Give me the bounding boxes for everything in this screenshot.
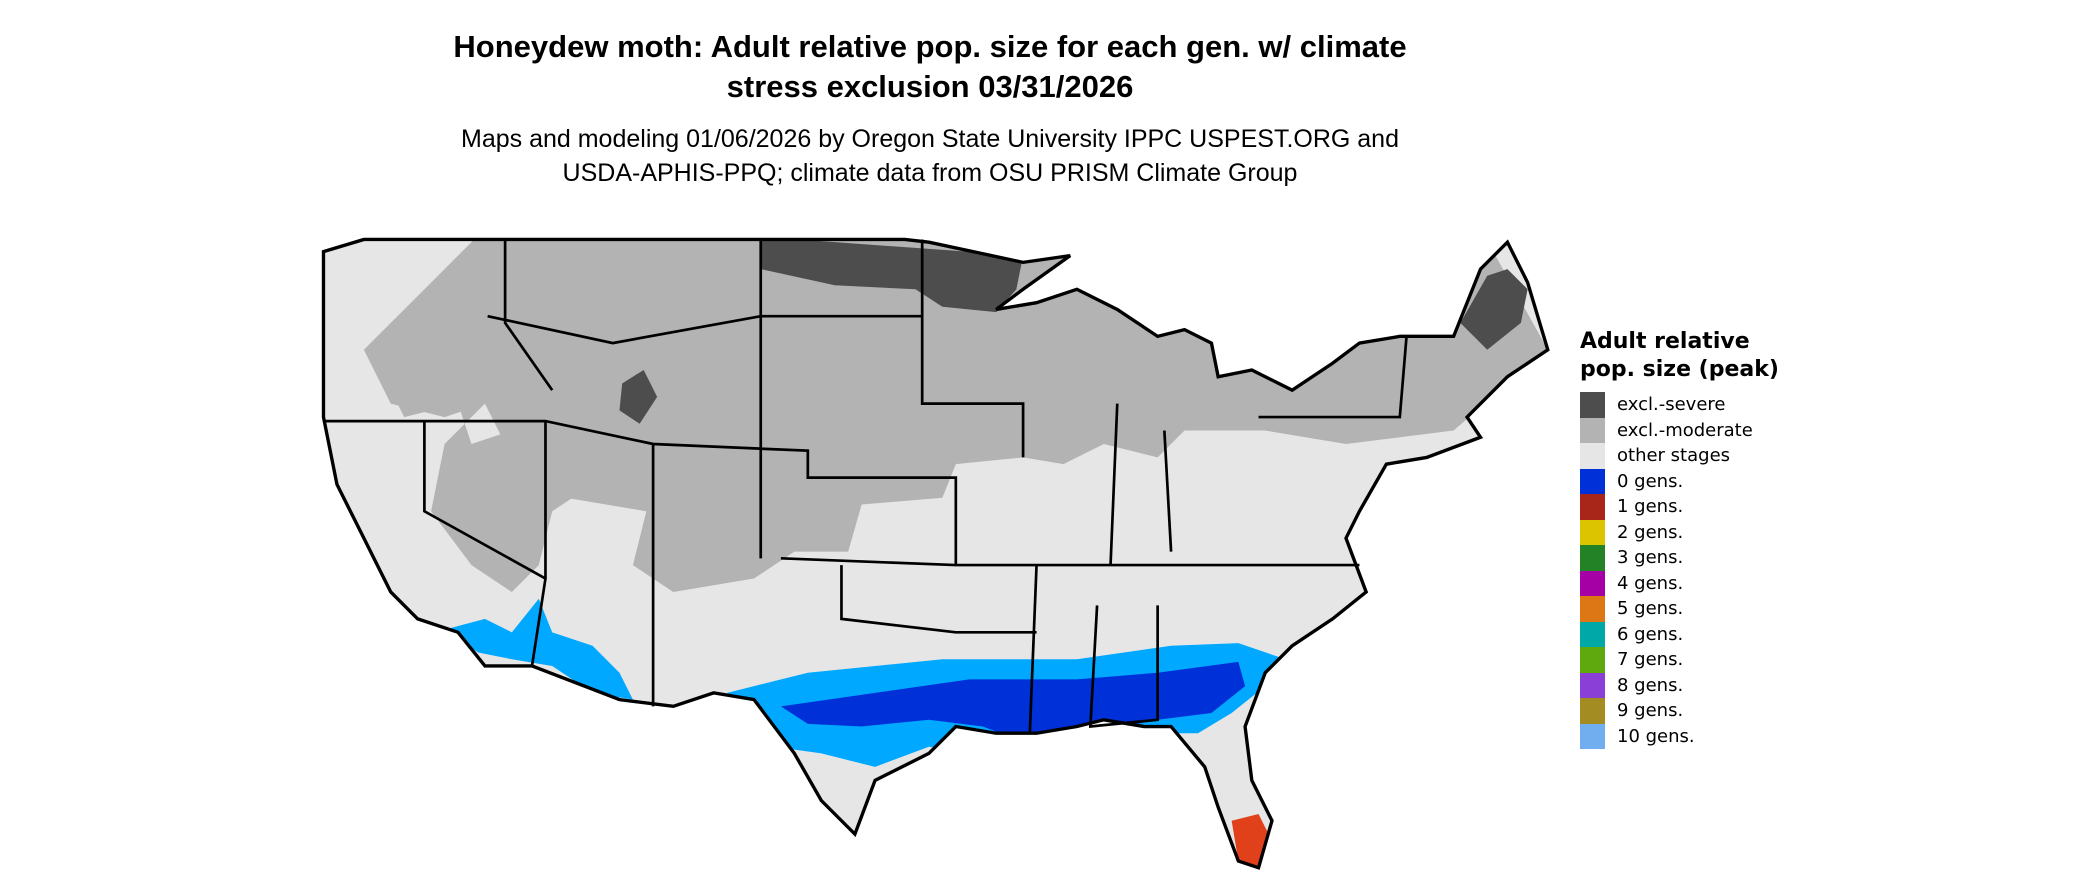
legend-label: other stages bbox=[1617, 445, 1731, 467]
us-outline bbox=[321, 237, 1550, 870]
legend-item: 7 gens. bbox=[1580, 647, 1800, 673]
legend-label: 0 gens. bbox=[1617, 470, 1684, 492]
legend-label: 2 gens. bbox=[1617, 521, 1684, 543]
legend-item: 8 gens. bbox=[1580, 672, 1800, 698]
legend-swatch bbox=[1580, 494, 1605, 520]
state-borders bbox=[323, 239, 1408, 734]
legend-item: 6 gens. bbox=[1580, 621, 1800, 647]
state-border bbox=[1109, 403, 1119, 566]
excl-moderate-region-west bbox=[377, 336, 593, 592]
state-border bbox=[1258, 336, 1408, 419]
state-border bbox=[423, 421, 547, 580]
excl-severe-region-maine bbox=[1460, 269, 1528, 350]
legend-swatch bbox=[1580, 596, 1605, 622]
legend: Adult relative pop. size (peak) excl.-se… bbox=[1580, 328, 1800, 749]
legend-swatch bbox=[1580, 723, 1605, 749]
state-border bbox=[503, 239, 554, 391]
legend-label: 4 gens. bbox=[1617, 572, 1684, 594]
state-border bbox=[1028, 565, 1038, 734]
excl-severe-region-wyoming bbox=[619, 369, 658, 424]
legend-item: other stages bbox=[1580, 443, 1800, 469]
legend-swatch bbox=[1580, 545, 1605, 571]
legend-item: 0 gens. bbox=[1580, 468, 1800, 494]
legend-swatch bbox=[1580, 698, 1605, 724]
legend-swatch bbox=[1580, 570, 1605, 596]
legend-item: 3 gens. bbox=[1580, 545, 1800, 571]
legend-item: 1 gens. bbox=[1580, 494, 1800, 520]
state-border bbox=[487, 314, 923, 345]
state-border bbox=[840, 565, 1037, 634]
legend-label: 10 gens. bbox=[1617, 725, 1695, 747]
legend-label: excl.-moderate bbox=[1617, 419, 1753, 441]
light-blue-region-southwest bbox=[444, 598, 633, 700]
legend-item: 9 gens. bbox=[1580, 698, 1800, 724]
legend-item: excl.-severe bbox=[1580, 392, 1800, 418]
legend-swatch bbox=[1580, 443, 1605, 469]
legend-label: 6 gens. bbox=[1617, 623, 1684, 645]
legend-swatch bbox=[1580, 647, 1605, 673]
legend-swatch bbox=[1580, 672, 1605, 698]
legend-label: 3 gens. bbox=[1617, 547, 1684, 569]
state-border bbox=[1163, 430, 1173, 552]
legend-swatch bbox=[1580, 417, 1605, 443]
legend-item: 2 gens. bbox=[1580, 519, 1800, 545]
map-subtitle-line2: USDA-APHIS-PPQ; climate data from OSU PR… bbox=[562, 159, 1298, 187]
excl-severe-region-minnesota bbox=[760, 239, 1024, 313]
legend-label: 1 gens. bbox=[1617, 496, 1684, 518]
map-title-line2: stress exclusion 03/31/2026 bbox=[726, 69, 1134, 104]
legend-swatch bbox=[1580, 621, 1605, 647]
legend-item: 4 gens. bbox=[1580, 570, 1800, 596]
legend-swatch bbox=[1580, 392, 1605, 418]
legend-label: 8 gens. bbox=[1617, 674, 1684, 696]
legend-item: 5 gens. bbox=[1580, 596, 1800, 622]
state-border bbox=[920, 239, 1025, 458]
map-subtitle-line1: Maps and modeling 01/06/2026 by Oregon S… bbox=[461, 125, 1399, 153]
state-border bbox=[1088, 605, 1159, 729]
legend-label: 5 gens. bbox=[1617, 598, 1684, 620]
legend-label: 7 gens. bbox=[1617, 649, 1684, 671]
legend-swatch bbox=[1580, 519, 1605, 545]
legend-label: excl.-severe bbox=[1617, 394, 1726, 416]
legend-item: excl.-moderate bbox=[1580, 417, 1800, 443]
legend-item: 10 gens. bbox=[1580, 723, 1800, 749]
legend-swatch bbox=[1580, 468, 1605, 494]
map-title-line1: Honeydew moth: Adult relative pop. size … bbox=[453, 29, 1407, 64]
legend-title: Adult relative pop. size (peak) bbox=[1580, 329, 1779, 382]
state-border bbox=[780, 556, 1360, 567]
legend-label: 9 gens. bbox=[1617, 700, 1684, 722]
